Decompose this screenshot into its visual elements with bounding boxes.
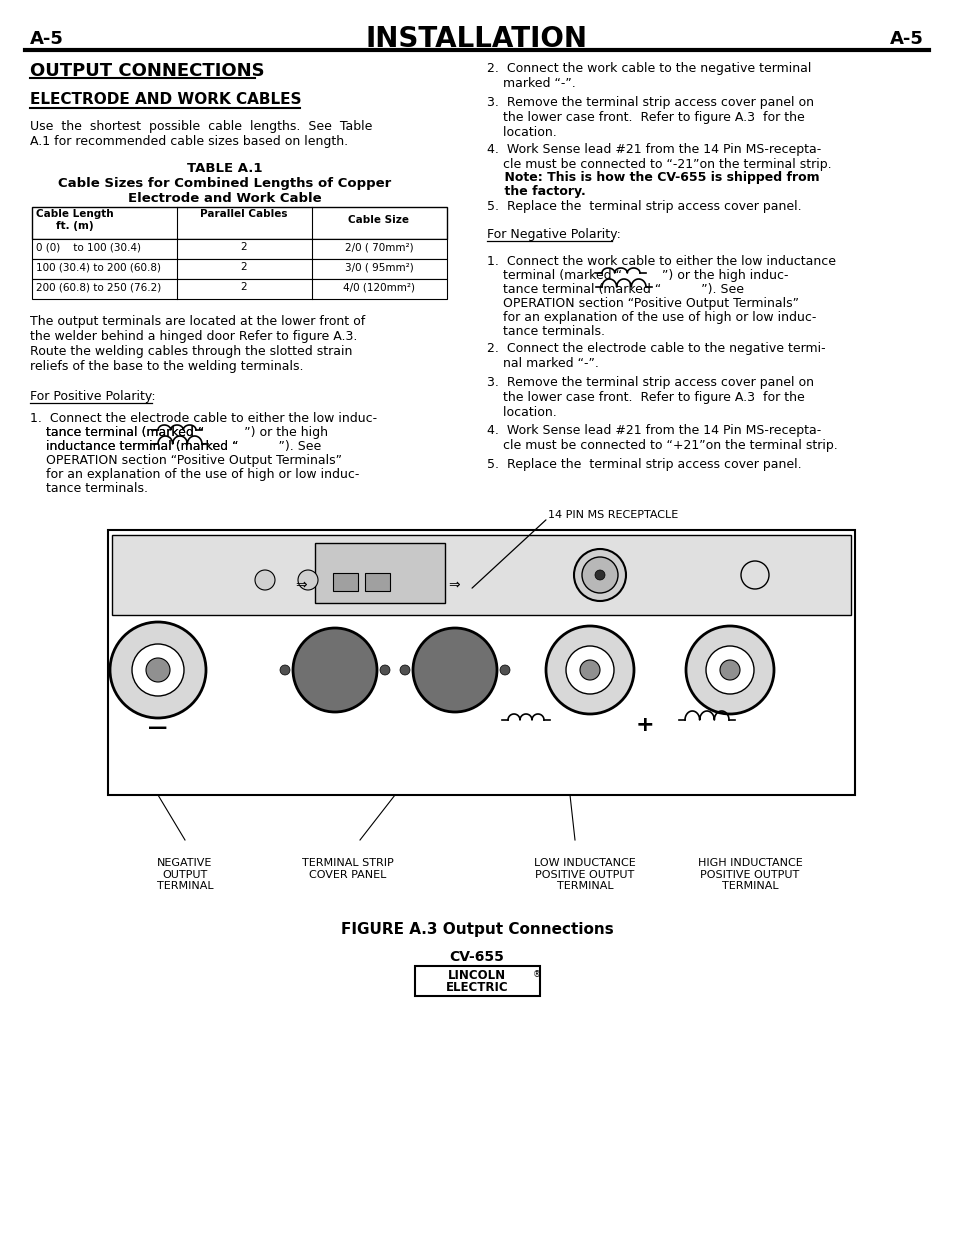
- Text: inductance terminal (marked “          ”). See: inductance terminal (marked “ ”). See: [30, 440, 321, 453]
- Text: TABLE A.1: TABLE A.1: [187, 162, 262, 175]
- Bar: [32, 207, 447, 240]
- Circle shape: [579, 659, 599, 680]
- Text: inductance terminal (marked “: inductance terminal (marked “: [30, 440, 238, 453]
- Text: OUTPUT CONNECTIONS: OUTPUT CONNECTIONS: [30, 62, 264, 80]
- Text: NEGATIVE
OUTPUT
TERMINAL: NEGATIVE OUTPUT TERMINAL: [156, 858, 213, 892]
- Text: 5.  Replace the  terminal strip access cover panel.: 5. Replace the terminal strip access cov…: [486, 458, 801, 471]
- Bar: [112, 535, 850, 615]
- Text: 1.  Connect the electrode cable to either the low induc-: 1. Connect the electrode cable to either…: [30, 412, 376, 425]
- Text: Note: This is how the CV-655 is shipped from: Note: This is how the CV-655 is shipped …: [486, 170, 819, 184]
- Text: A-5: A-5: [889, 30, 923, 48]
- Text: 2: 2: [240, 262, 247, 272]
- Bar: [32, 259, 447, 279]
- Text: Cable Size: Cable Size: [348, 215, 409, 225]
- Text: tance terminals.: tance terminals.: [30, 482, 148, 495]
- Text: A-5: A-5: [30, 30, 64, 48]
- Bar: [314, 543, 444, 603]
- Text: For Positive Polarity:: For Positive Polarity:: [30, 390, 155, 403]
- Circle shape: [565, 646, 614, 694]
- Text: TERMINAL STRIP
COVER PANEL: TERMINAL STRIP COVER PANEL: [302, 858, 394, 879]
- Bar: [32, 240, 447, 259]
- Text: LINCOLN: LINCOLN: [448, 969, 505, 982]
- Text: tance terminal (marked “          ”) or the high: tance terminal (marked “ ”) or the high: [30, 426, 328, 438]
- Text: For Negative Polarity:: For Negative Polarity:: [486, 228, 620, 241]
- Text: Use  the  shortest  possible  cable  lengths.  See  Table
A.1 for recommended ca: Use the shortest possible cable lengths.…: [30, 120, 372, 148]
- Text: tance terminal (marked “: tance terminal (marked “: [30, 426, 204, 438]
- Text: for an explanation of the use of high or low induc-: for an explanation of the use of high or…: [486, 311, 816, 324]
- Circle shape: [399, 664, 410, 676]
- Text: Parallel Cables: Parallel Cables: [200, 209, 288, 219]
- Circle shape: [413, 629, 497, 713]
- Text: ®: ®: [533, 969, 540, 979]
- Circle shape: [110, 622, 206, 718]
- Text: Cable Sizes for Combined Lengths of Copper: Cable Sizes for Combined Lengths of Copp…: [58, 177, 392, 190]
- Circle shape: [280, 664, 290, 676]
- Text: HIGH INDUCTANCE
POSITIVE OUTPUT
TERMINAL: HIGH INDUCTANCE POSITIVE OUTPUT TERMINAL: [697, 858, 801, 892]
- Bar: [415, 966, 539, 995]
- Circle shape: [146, 658, 170, 682]
- Text: Electrode and Work Cable: Electrode and Work Cable: [128, 191, 321, 205]
- Text: —: —: [148, 718, 168, 737]
- Circle shape: [254, 571, 274, 590]
- Text: for an explanation of the use of high or low induc-: for an explanation of the use of high or…: [30, 468, 359, 480]
- Text: tance terminals.: tance terminals.: [486, 325, 604, 338]
- Text: ⇒: ⇒: [294, 578, 306, 592]
- Circle shape: [705, 646, 753, 694]
- Text: ELECTRODE AND WORK CABLES: ELECTRODE AND WORK CABLES: [30, 91, 301, 107]
- Circle shape: [379, 664, 390, 676]
- Text: 4.  Work Sense lead #21 from the 14 Pin MS-recepta-
    cle must be connected to: 4. Work Sense lead #21 from the 14 Pin M…: [486, 143, 831, 170]
- Text: tance terminal (marked “          ”). See: tance terminal (marked “ ”). See: [486, 283, 743, 296]
- Text: 1.  Connect the work cable to either the low inductance: 1. Connect the work cable to either the …: [486, 254, 835, 268]
- Text: 5.  Replace the  terminal strip access cover panel.: 5. Replace the terminal strip access cov…: [486, 200, 801, 212]
- Circle shape: [132, 643, 184, 697]
- Text: 4/0 (120mm²): 4/0 (120mm²): [343, 282, 415, 291]
- Text: OPERATION section “Positive Output Terminals”: OPERATION section “Positive Output Termi…: [486, 296, 799, 310]
- Text: FIGURE A.3 Output Connections: FIGURE A.3 Output Connections: [340, 923, 613, 937]
- Text: 200 (60.8) to 250 (76.2): 200 (60.8) to 250 (76.2): [36, 282, 161, 291]
- Text: the factory.: the factory.: [486, 185, 585, 198]
- Text: +: +: [635, 715, 654, 735]
- Text: 2: 2: [240, 242, 247, 252]
- Bar: [108, 530, 854, 795]
- Circle shape: [574, 550, 625, 601]
- Circle shape: [581, 557, 618, 593]
- Text: 3.  Remove the terminal strip access cover panel on
    the lower case front.  R: 3. Remove the terminal strip access cove…: [486, 375, 813, 419]
- Bar: [32, 279, 447, 299]
- Circle shape: [293, 629, 376, 713]
- Text: The output terminals are located at the lower front of
the welder behind a hinge: The output terminals are located at the …: [30, 315, 365, 373]
- Text: INSTALLATION: INSTALLATION: [366, 25, 587, 53]
- Text: 2: 2: [240, 282, 247, 291]
- Text: 3.  Remove the terminal strip access cover panel on
    the lower case front.  R: 3. Remove the terminal strip access cove…: [486, 96, 813, 140]
- Text: Cable Length
ft. (m): Cable Length ft. (m): [36, 209, 113, 231]
- Text: ELECTRIC: ELECTRIC: [445, 981, 508, 994]
- Text: ⇒: ⇒: [448, 578, 459, 592]
- Bar: [365, 573, 390, 592]
- Text: 3/0 ( 95mm²): 3/0 ( 95mm²): [344, 262, 413, 272]
- Circle shape: [720, 659, 740, 680]
- Circle shape: [297, 571, 317, 590]
- Text: 14 PIN MS RECEPTACLE: 14 PIN MS RECEPTACLE: [547, 510, 678, 520]
- Text: CV-655: CV-655: [449, 950, 504, 965]
- Circle shape: [740, 561, 768, 589]
- Text: 2/0 ( 70mm²): 2/0 ( 70mm²): [344, 242, 413, 252]
- Bar: [333, 573, 357, 592]
- Circle shape: [685, 626, 773, 714]
- Text: 2.  Connect the work cable to the negative terminal
    marked “-”.: 2. Connect the work cable to the negativ…: [486, 62, 810, 90]
- Text: 0 (0)    to 100 (30.4): 0 (0) to 100 (30.4): [36, 242, 141, 252]
- Text: LOW INDUCTANCE
POSITIVE OUTPUT
TERMINAL: LOW INDUCTANCE POSITIVE OUTPUT TERMINAL: [534, 858, 636, 892]
- Text: terminal (marked “          ”) or the high induc-: terminal (marked “ ”) or the high induc-: [486, 269, 788, 282]
- Text: 2.  Connect the electrode cable to the negative termi-
    nal marked “-”.: 2. Connect the electrode cable to the ne…: [486, 342, 824, 370]
- Circle shape: [545, 626, 634, 714]
- Circle shape: [499, 664, 510, 676]
- Text: 4.  Work Sense lead #21 from the 14 Pin MS-recepta-
    cle must be connected to: 4. Work Sense lead #21 from the 14 Pin M…: [486, 424, 837, 452]
- Text: 100 (30.4) to 200 (60.8): 100 (30.4) to 200 (60.8): [36, 262, 161, 272]
- Text: OPERATION section “Positive Output Terminals”: OPERATION section “Positive Output Termi…: [30, 454, 341, 467]
- Circle shape: [595, 571, 604, 580]
